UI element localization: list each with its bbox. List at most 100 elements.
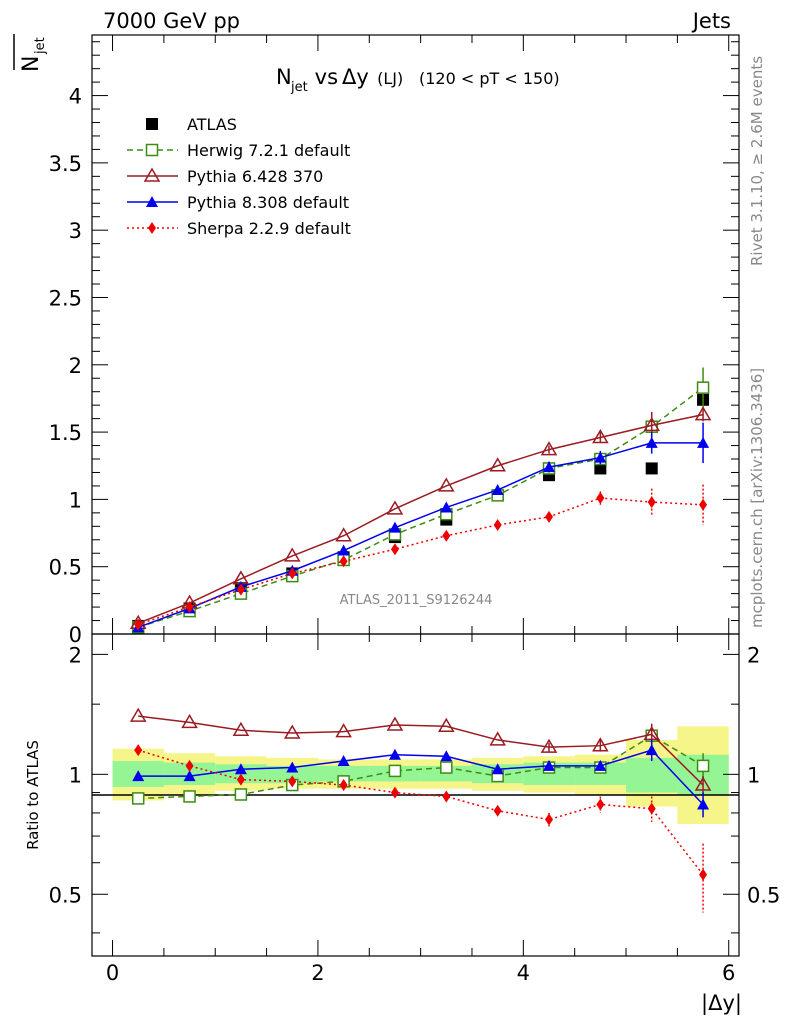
x-tick-label: 6 [722, 961, 735, 985]
x-axis-label: |Δy| [701, 991, 742, 1016]
data-point [335, 527, 352, 542]
ratio-y-tick-label: 0.5 [49, 883, 82, 907]
ratio-data-point [390, 786, 399, 799]
ratio-data-point [236, 773, 245, 786]
series-pythia-8-308-default [132, 422, 710, 633]
series-sherpa-2-2-9-default [134, 484, 708, 631]
y-tick-label: 3.5 [49, 152, 82, 176]
ratio-y-tick-label: 1 [69, 763, 82, 787]
data-point [390, 543, 399, 556]
data-point [594, 462, 607, 475]
y-tick-label: 3 [69, 219, 82, 243]
ratio-data-point [440, 750, 453, 762]
ratio-series [129, 707, 712, 913]
data-point [185, 601, 194, 614]
ratio-y-tick-label-right: 2 [747, 643, 760, 667]
ratio-data-point [388, 764, 402, 778]
data-point [543, 461, 556, 473]
legend-entry: Herwig 7.2.1 default [127, 141, 350, 160]
data-point [134, 618, 143, 631]
legend-marker [146, 196, 158, 207]
uncertainty-band-inner [317, 765, 370, 782]
ratio-data-point [183, 790, 196, 803]
x-tick-label: 4 [517, 961, 530, 985]
ratio-series-line [138, 715, 704, 786]
ratio-bands [112, 726, 729, 825]
legend-marker [148, 222, 156, 234]
ratio-data-point [185, 759, 194, 772]
main-panel: 0 0.5 1 1.5 2 2.5 3 3.5 4 N jet vs Δy (LJ) (120 … [49, 34, 740, 647]
legend-label: Pythia 8.308 default [187, 193, 349, 212]
ratio-data-point [540, 738, 558, 753]
ratio-data-point [493, 804, 502, 817]
main-title-n: N [276, 65, 292, 89]
x-tick-labels: 0 2 4 6 [106, 961, 736, 985]
ratio-data-point [181, 713, 198, 729]
uncertainty-band-inner [266, 765, 318, 784]
ratio-data-point [131, 792, 145, 805]
main-title-delta: Δy [342, 65, 369, 89]
data-point [337, 544, 350, 556]
series-line [137, 442, 704, 628]
ratio-series-pythia-6-428-370 [129, 707, 712, 795]
series-line [137, 387, 704, 628]
data-point [440, 501, 453, 513]
data-point [592, 428, 609, 444]
ratio-data-point [543, 759, 556, 771]
mcplots-label: mcplots.cern.ch [arXiv:1306.3436] [748, 368, 766, 628]
ratio-data-point [339, 779, 348, 792]
main-ylabel-n: N [19, 56, 44, 72]
main-ticks: 0 0.5 1 1.5 2 2.5 3 3.5 4 [49, 35, 739, 647]
data-point [236, 583, 245, 596]
data-point [339, 555, 348, 568]
main-ylabel: N jet [13, 34, 48, 72]
y-tick-label: 2.5 [49, 286, 82, 310]
ratio-series-line [138, 749, 704, 806]
ratio-series-line [137, 749, 704, 876]
ratio-data-point [288, 775, 297, 788]
legend-label: Sherpa 2.2.9 default [187, 219, 351, 238]
data-point [643, 416, 661, 432]
data-point [442, 529, 451, 542]
ratio-data-point [596, 798, 605, 811]
y-tick-label: 1 [69, 488, 82, 512]
data-point [545, 510, 554, 523]
data-point [493, 518, 502, 531]
ratio-data-point [132, 770, 145, 782]
legend-entry: Pythia 8.308 default [127, 193, 349, 212]
ratio-frame [91, 633, 740, 957]
ratio-data-point [129, 707, 147, 722]
ratio-data-point [594, 759, 607, 771]
ratio-series-sherpa-2-2-9-default [134, 744, 708, 913]
ratio-data-point [545, 813, 554, 826]
ratio-data-point [234, 763, 247, 775]
ratio-y-tick-label-right: 0.5 [747, 883, 780, 907]
ratio-data-point [232, 721, 250, 737]
legend-entry: ATLAS [146, 115, 237, 134]
uncertainty-band-inner [523, 762, 575, 786]
y-tick-label: 0.5 [49, 556, 82, 580]
ratio-data-point [286, 761, 299, 773]
ratio-y-tick-label-right: 1 [747, 763, 760, 787]
ratio-data-point [388, 748, 401, 760]
data-point [699, 498, 708, 511]
data-point [596, 492, 605, 505]
ratio-data-point [335, 723, 352, 738]
ratio-data-point [183, 770, 196, 782]
ratio-data-point [647, 802, 656, 815]
header-right: Jets [691, 9, 731, 33]
main-title: N jet vs Δy (LJ) (120 < pT < 150) [276, 65, 560, 95]
series-line [137, 413, 704, 624]
ratio-data-point [592, 737, 609, 752]
ratio-data-point [694, 776, 712, 791]
y-tick-label: 4 [69, 85, 82, 109]
ratio-y-tick-label: 2 [69, 643, 82, 667]
data-point [438, 477, 455, 492]
data-point [694, 406, 712, 421]
ratio-data-point [234, 788, 248, 801]
legend-marker [146, 118, 158, 130]
ratio-series-pythia-8-308-default [132, 739, 710, 818]
ratio-series-line [138, 734, 704, 800]
ratio-data-point [643, 725, 661, 741]
